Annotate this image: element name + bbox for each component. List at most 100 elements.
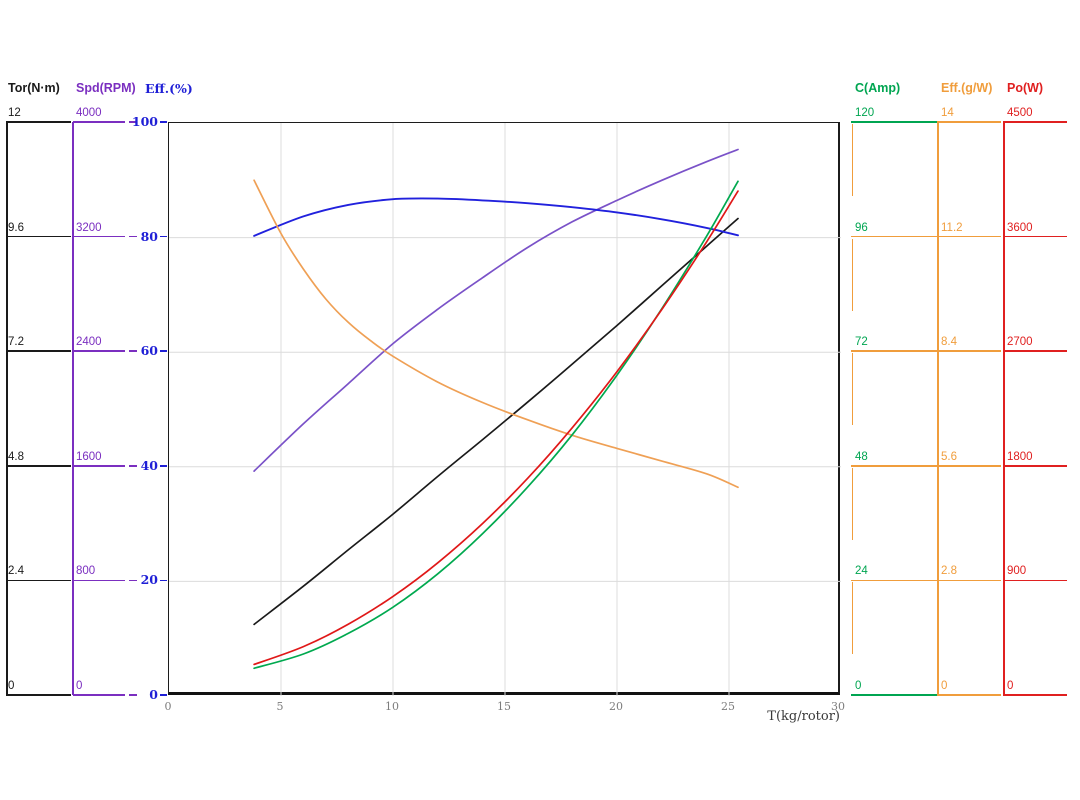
curve-prop-efficiency xyxy=(253,179,739,489)
po-tick xyxy=(1003,350,1067,353)
po-tick xyxy=(1003,121,1067,123)
x-tick-label: 15 xyxy=(497,700,511,713)
gw-tick xyxy=(937,350,1001,352)
gw-tick-label: 2.8 xyxy=(941,565,957,578)
torque-tick xyxy=(6,121,71,123)
current-tick xyxy=(851,121,938,123)
torque-tick-label: 12 xyxy=(8,107,21,119)
x-tick-label: 5 xyxy=(276,700,284,713)
speed-axis-line xyxy=(72,122,74,695)
efficiency-tick-dash xyxy=(160,694,167,696)
efficiency-tick-label: 40 xyxy=(140,457,158,473)
torque-tick-label: 9.6 xyxy=(8,221,24,234)
torque-tick xyxy=(6,350,71,352)
speed-tick xyxy=(73,579,125,582)
gw-long-tick xyxy=(851,235,1001,238)
po-tick-label: 0 xyxy=(1007,680,1014,692)
gw-tick-label: 8.4 xyxy=(941,336,957,349)
efficiency-tick-dash xyxy=(160,464,167,467)
curve-current xyxy=(253,180,739,670)
curve-output-power xyxy=(253,190,739,666)
gw-tick xyxy=(937,121,1001,123)
speed-tick-label: 1600 xyxy=(76,450,102,463)
gw-tick xyxy=(937,465,1001,467)
efficiency-tick-label: 0 xyxy=(149,687,158,702)
gw-axis-line xyxy=(937,122,939,695)
efficiency-tick-dash xyxy=(160,579,167,582)
gw-long-tick xyxy=(851,465,1001,467)
gw-tick-label: 0 xyxy=(941,680,948,692)
speed-tick-dash xyxy=(129,235,137,238)
po-tick-label: 4500 xyxy=(1007,107,1033,119)
efficiency-tick-dash xyxy=(160,121,167,123)
po-tick-label: 900 xyxy=(1007,565,1027,578)
gw-tick-label: 5.6 xyxy=(941,450,957,463)
x-tick-label: 30 xyxy=(831,700,845,713)
gw-long-tick xyxy=(851,350,1001,352)
speed-tick-label: 800 xyxy=(76,565,96,578)
x-tick-label: 0 xyxy=(164,700,172,713)
torque-axis-line xyxy=(6,122,8,695)
po-tick xyxy=(1003,694,1067,696)
po-axis-line xyxy=(1003,122,1005,695)
speed-tick-label: 4000 xyxy=(76,107,102,119)
current-tick-label: 120 xyxy=(855,107,875,119)
po-tick-label: 3600 xyxy=(1007,221,1033,234)
gw-vertical-segment xyxy=(852,467,854,540)
speed-tick-label: 2400 xyxy=(76,336,102,349)
gw-tick xyxy=(937,235,1001,238)
speed-tick xyxy=(73,235,125,238)
curve-torque xyxy=(253,217,739,626)
speed-tick-label: 3200 xyxy=(76,221,102,234)
speed-tick xyxy=(73,694,125,696)
torque-tick xyxy=(6,694,71,696)
torque-tick-label: 2.4 xyxy=(8,565,24,578)
current-tick xyxy=(851,694,938,696)
po-tick-label: 2700 xyxy=(1007,336,1033,349)
current-tick-label: 96 xyxy=(855,221,868,234)
axis-title-efficiency-gw: Eff.(g/W) xyxy=(941,81,993,95)
curves-canvas xyxy=(169,123,841,696)
torque-tick xyxy=(6,235,71,238)
axis-title-efficiency: Eff.(%) xyxy=(145,81,193,96)
speed-tick-dash xyxy=(129,694,137,696)
axis-title-torque: Tor(N·m) xyxy=(8,81,60,95)
efficiency-tick-dash xyxy=(160,235,167,238)
efficiency-tick-label: 60 xyxy=(140,343,158,359)
efficiency-tick-label: 80 xyxy=(140,228,158,244)
po-tick xyxy=(1003,464,1067,467)
gw-vertical-segment xyxy=(852,238,854,311)
speed-tick xyxy=(73,350,125,352)
efficiency-tick-dash xyxy=(160,350,167,353)
plot-area xyxy=(168,122,841,696)
gw-tick-label: 11.2 xyxy=(941,221,963,234)
torque-tick xyxy=(6,579,71,582)
po-tick xyxy=(1003,235,1067,238)
axis-title-speed: Spd(RPM) xyxy=(76,81,136,95)
x-tick-label: 20 xyxy=(609,700,623,713)
gw-vertical-segment xyxy=(852,353,854,426)
torque-tick-label: 0 xyxy=(8,680,15,692)
current-tick-label: 72 xyxy=(855,336,868,349)
torque-tick-label: 7.2 xyxy=(8,336,24,349)
current-tick-label: 0 xyxy=(855,680,862,692)
po-tick-label: 1800 xyxy=(1007,450,1033,463)
po-tick xyxy=(1003,579,1067,582)
speed-tick-dash xyxy=(129,121,137,123)
current-tick-label: 48 xyxy=(855,450,868,463)
gw-vertical-segment xyxy=(852,124,854,196)
gw-long-tick xyxy=(851,579,1001,582)
gw-vertical-segment xyxy=(852,582,854,655)
gw-tick xyxy=(937,579,1001,582)
current-tick-label: 24 xyxy=(855,565,868,578)
speed-tick-dash xyxy=(129,350,137,352)
curve-speed xyxy=(253,148,739,472)
x-tick-label: 10 xyxy=(385,700,399,713)
speed-tick-dash xyxy=(129,579,137,582)
efficiency-tick-label: 20 xyxy=(140,572,158,588)
gw-tick-label: 14 xyxy=(941,107,954,119)
speed-tick-label: 0 xyxy=(76,680,83,692)
gw-tick xyxy=(937,694,1001,696)
curve-motor-efficiency xyxy=(253,197,739,237)
